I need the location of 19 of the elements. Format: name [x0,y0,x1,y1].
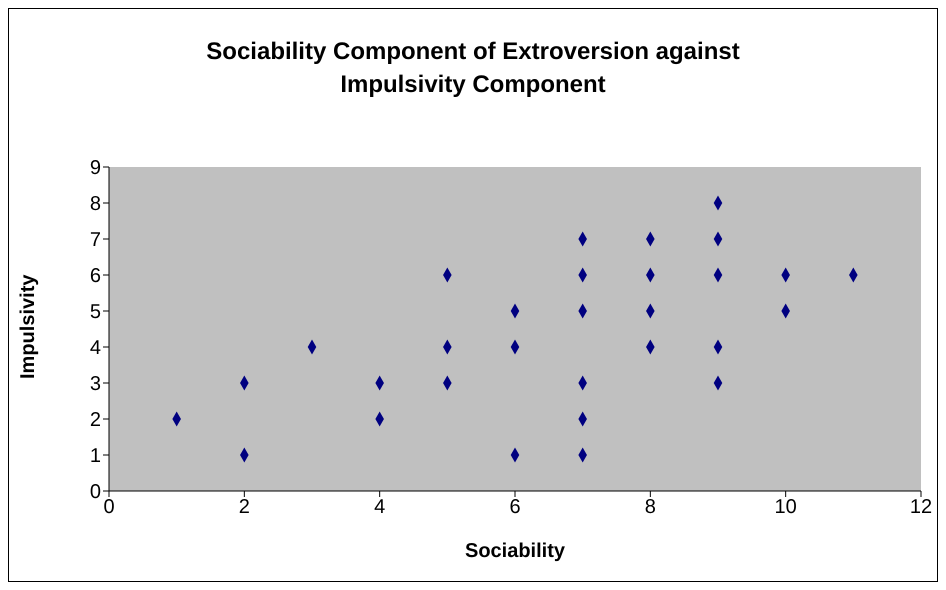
x-axis-title: Sociability [464,540,566,562]
chart-title: Sociability Component of Extroversion against Impulsivity Component [205,37,741,100]
x-tick-label: 8 [644,496,656,518]
x-tick-label: 10 [774,496,797,518]
y-tick-label: 6 [90,265,101,288]
x-tick-label: 4 [374,496,386,518]
y-tick-label: 4 [90,337,101,360]
y-tick-label: 0 [90,481,101,504]
y-tick-label: 3 [90,373,101,396]
y-tick-label: 5 [90,301,101,324]
y-tick-label: 1 [90,445,101,468]
y-tick-label: 7 [90,229,101,252]
x-tick-label: 12 [910,496,932,518]
y-tick-label: 8 [90,193,101,216]
y-axis-title: Impulsivity [17,274,40,379]
y-tick-label: 9 [90,157,101,180]
x-tick-label: 6 [509,496,521,518]
x-tick-label: 2 [238,496,250,518]
y-tick-label: 2 [90,409,101,432]
